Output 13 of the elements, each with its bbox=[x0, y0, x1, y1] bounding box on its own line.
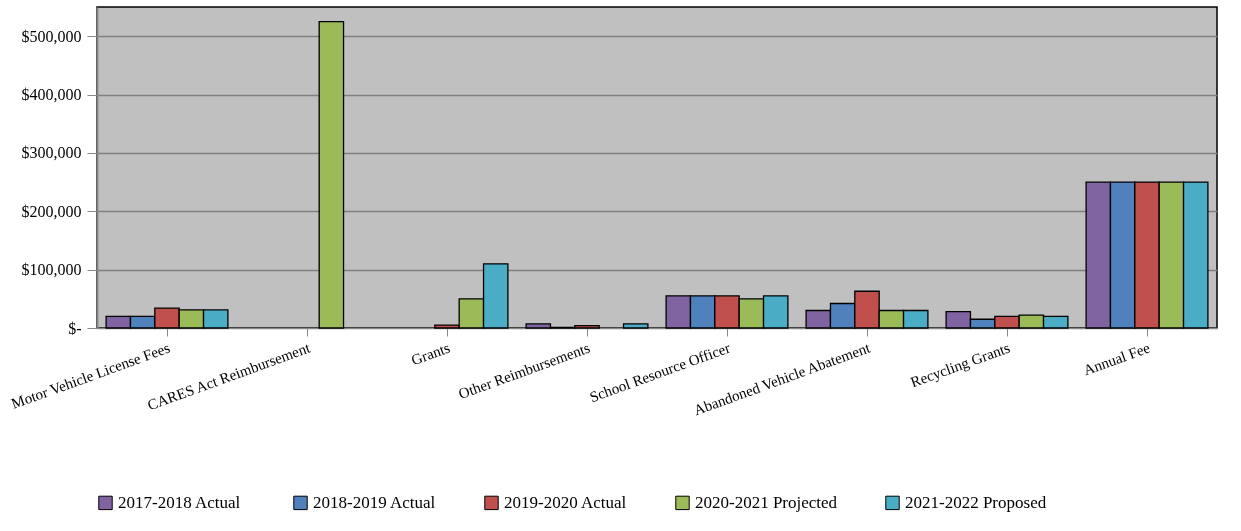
legend-label: 2020-2021 Projected bbox=[695, 492, 838, 512]
legend-label: 2021-2022 Proposed bbox=[905, 492, 1047, 512]
y-tick-label: $- bbox=[68, 319, 82, 337]
y-tick-label: $200,000 bbox=[21, 202, 82, 220]
y-tick-label: $500,000 bbox=[21, 27, 82, 45]
x-tick-label: Annual Fee bbox=[1081, 339, 1153, 379]
y-tick-label: $100,000 bbox=[21, 261, 82, 279]
y-tick-label: $300,000 bbox=[21, 144, 82, 162]
legend-label: 2017-2018 Actual bbox=[118, 492, 241, 512]
legend-label: 2019-2020 Actual bbox=[504, 492, 627, 512]
x-tick-label: Grants bbox=[409, 339, 453, 369]
legend-label: 2018-2019 Actual bbox=[313, 492, 436, 512]
y-tick-label: $400,000 bbox=[21, 86, 82, 104]
